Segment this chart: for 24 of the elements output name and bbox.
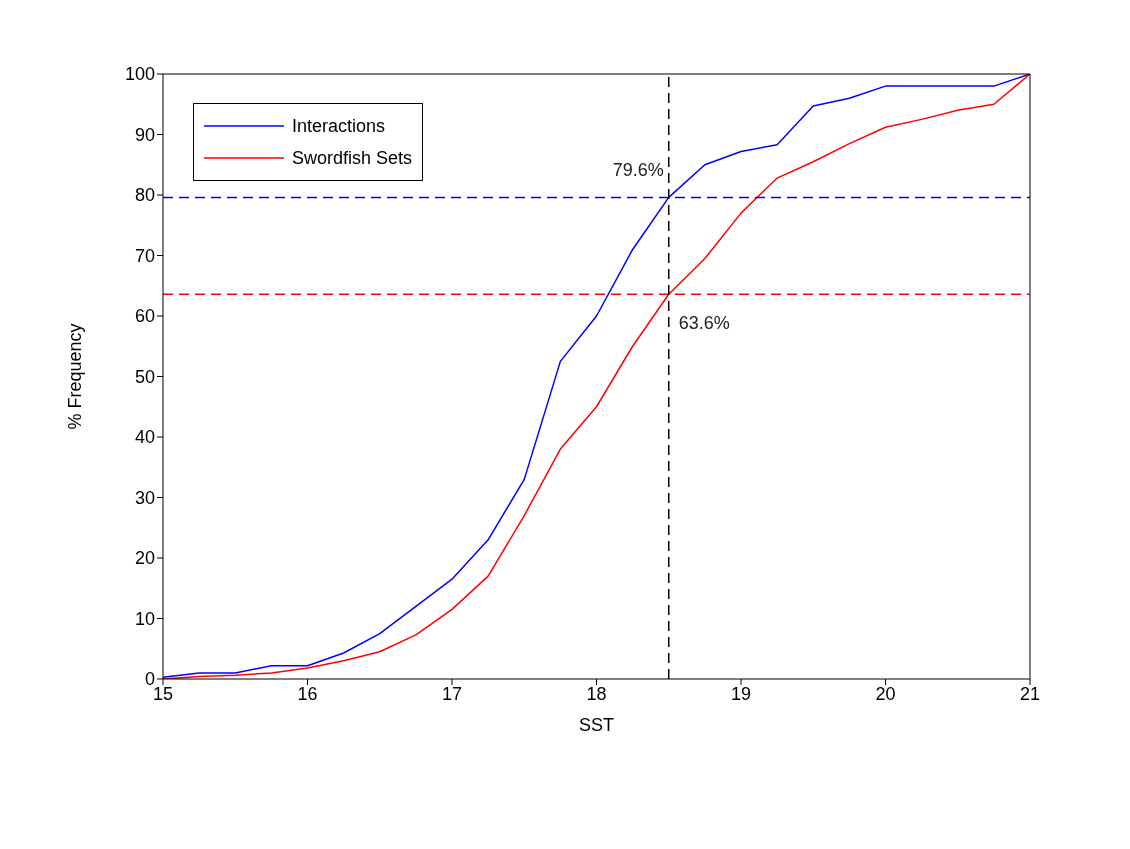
x-tick-label: 21 — [1019, 683, 1041, 704]
annotation: 79.6% — [612, 159, 664, 180]
x-tick-label: 17 — [441, 683, 463, 704]
x-axis-title: SST — [578, 715, 615, 735]
y-tick-label: 50 — [134, 366, 155, 387]
x-tick-label: 19 — [730, 683, 752, 704]
y-tick-label: 60 — [134, 306, 155, 327]
legend-label: Interactions — [292, 115, 386, 138]
x-tick-label: 15 — [152, 683, 174, 704]
y-tick-label: 100 — [124, 64, 155, 85]
y-tick-label: 30 — [134, 487, 155, 508]
y-tick-label: 90 — [134, 124, 155, 145]
y-tick-label: 70 — [134, 245, 155, 266]
y-tick-label: 40 — [134, 427, 155, 448]
y-tick-label: 80 — [134, 185, 155, 206]
x-tick-label: 16 — [297, 683, 318, 704]
y-axis-title: % Frequency — [65, 323, 86, 430]
x-tick-label: 18 — [586, 683, 607, 704]
y-tick-label: 20 — [134, 548, 155, 569]
y-tick-label: 0 — [144, 669, 155, 690]
annotation: 63.6% — [678, 312, 730, 333]
legend-label: Swordfish Sets — [292, 147, 413, 170]
y-tick-label: 10 — [134, 608, 155, 629]
x-tick-label: 20 — [875, 683, 896, 704]
